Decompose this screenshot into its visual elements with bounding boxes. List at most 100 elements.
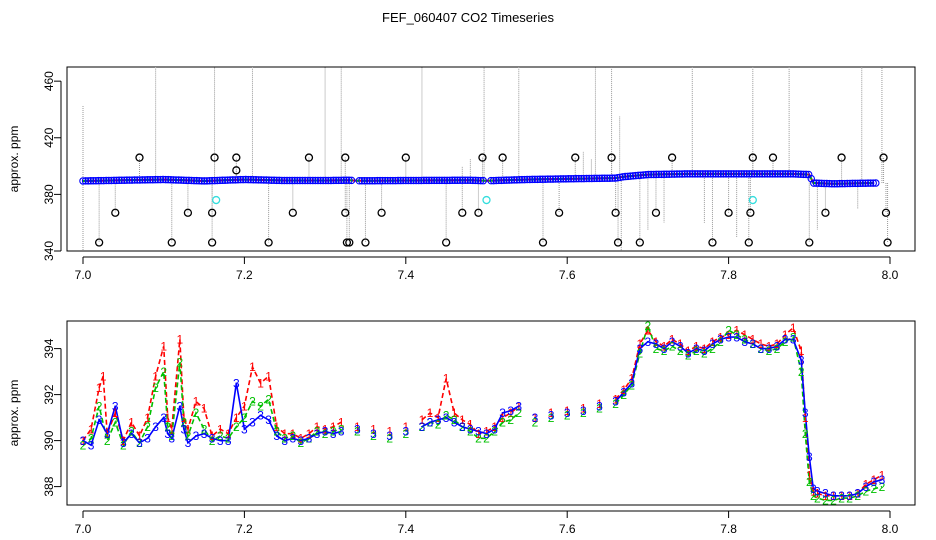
series-3-point: 3 <box>790 333 797 347</box>
series-3-point: 3 <box>217 434 224 448</box>
series-3-point: 3 <box>354 422 361 436</box>
series-2-point: 2 <box>802 427 809 441</box>
series-3-point <box>629 172 637 180</box>
series-3-point <box>94 176 103 185</box>
outlier-point <box>207 208 217 217</box>
series-2-point: 2 <box>112 415 119 429</box>
series-1-point: 1 <box>677 337 684 351</box>
series-2-point: 2 <box>322 427 329 441</box>
series-1-point: 1 <box>685 344 692 358</box>
series-3-point <box>430 176 438 185</box>
series-3-point <box>474 176 482 185</box>
series-3-point: 3 <box>475 425 482 439</box>
series-3-point <box>195 177 203 185</box>
series-3-point <box>316 176 325 185</box>
series-3-point <box>864 179 872 187</box>
series-3-line <box>615 336 883 497</box>
series-3-point <box>869 179 877 187</box>
outlier-point <box>211 54 218 61</box>
series-1-point: 1 <box>774 337 781 351</box>
series-2-point: 2 <box>669 340 676 354</box>
series-3-point <box>730 170 738 178</box>
series-2-point: 2 <box>435 418 442 432</box>
outlier-point <box>651 208 661 217</box>
series-3-point: 3 <box>798 353 805 367</box>
series-3-point: 3 <box>854 487 861 501</box>
outlier-point <box>607 153 616 162</box>
series-2-point: 2 <box>233 420 240 434</box>
series-3-point <box>198 177 206 185</box>
series-3-point <box>758 170 766 178</box>
series-2-point: 2 <box>298 436 305 450</box>
series-3-point <box>518 175 526 184</box>
series-1-point: 1 <box>201 402 208 416</box>
outlier-points <box>94 54 892 247</box>
series-3-point <box>546 175 555 183</box>
series-3-point <box>533 175 542 184</box>
series-1-point: 1 <box>443 372 450 386</box>
series-3-point: 3 <box>564 406 571 420</box>
series-3-point: 3 <box>467 422 474 436</box>
series-3-point <box>528 175 537 184</box>
series-3-point <box>130 176 139 184</box>
series-3-point <box>851 179 859 188</box>
series-3-point <box>456 176 464 185</box>
series-3-point <box>657 170 666 179</box>
series-3-point <box>402 176 410 185</box>
x-tick-label: 7.6 <box>559 268 576 282</box>
series-3-point <box>838 179 846 188</box>
outlier-point <box>805 238 814 247</box>
series-1-point: 1 <box>402 420 409 434</box>
series-3-point <box>502 176 511 184</box>
series-3-point <box>523 175 531 184</box>
series-2-point: 2 <box>281 432 288 446</box>
series-2-point: 2 <box>661 344 668 358</box>
series-3-point <box>136 176 144 184</box>
series-3-point: 3 <box>483 427 490 441</box>
series-1-point: 1 <box>661 340 668 354</box>
series-1-point: 1 <box>427 406 434 420</box>
series-3-point: 3 <box>241 422 248 436</box>
series-3-point <box>394 176 402 185</box>
series-3-point <box>337 176 345 185</box>
series-1-point: 1 <box>168 422 175 436</box>
outlier-point <box>724 208 733 217</box>
series-3-point <box>399 176 407 185</box>
series-1-point: 1 <box>814 487 821 501</box>
series-1-point: 1 <box>822 489 829 503</box>
series-3-point <box>234 175 242 184</box>
series-3-point <box>587 174 596 183</box>
x-tick-label: 7.2 <box>236 522 253 536</box>
series-3-point <box>86 177 95 185</box>
outlier-point <box>345 238 354 247</box>
series-1-point: 1 <box>483 425 490 439</box>
series-2-point: 2 <box>80 438 87 452</box>
series-3-point <box>329 176 338 185</box>
series-3-point <box>735 170 743 178</box>
x-tick-label: 7.4 <box>397 522 414 536</box>
series-3-point <box>440 176 449 185</box>
series-3-point <box>489 176 498 185</box>
series-3-point <box>223 176 232 184</box>
outlier-point <box>458 208 467 217</box>
series-3-point: 3 <box>774 340 781 354</box>
series-1-point: 1 <box>628 372 635 386</box>
series-3-point <box>378 176 387 185</box>
series-3-point <box>179 176 188 184</box>
series-3-point <box>229 176 237 184</box>
series-3-point <box>383 176 392 185</box>
series-3-point <box>321 176 330 185</box>
series-2-point: 2 <box>871 482 878 496</box>
series-3-point: 3 <box>548 409 555 423</box>
plot-frame <box>66 66 916 252</box>
series-3-point <box>872 179 880 187</box>
series-3-point <box>680 170 689 178</box>
series-3-point <box>554 175 562 183</box>
series-3-point <box>340 176 348 185</box>
top-panel: 7.0 7.2 7.4 7.6 7.8 8.0 340 380 420 460 approx. pp… <box>7 54 916 282</box>
outlier-point <box>94 238 104 247</box>
series-1-point: 1 <box>790 321 797 335</box>
series-3-point <box>861 179 870 187</box>
outlier-point <box>879 153 888 162</box>
outlier-point <box>592 54 599 61</box>
